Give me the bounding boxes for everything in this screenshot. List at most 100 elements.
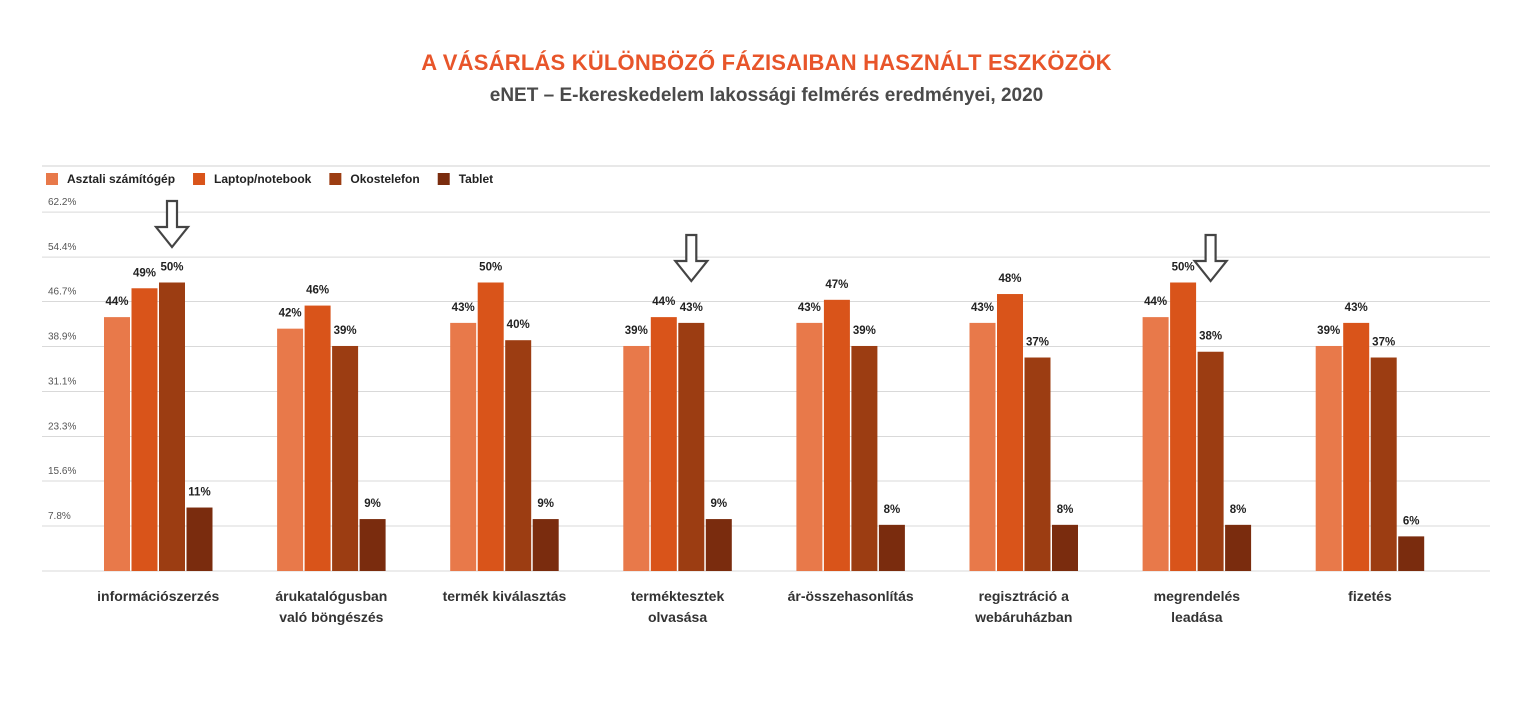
bar — [359, 519, 386, 571]
bar — [104, 317, 130, 571]
value-label: 39% — [1317, 325, 1340, 337]
value-label: 8% — [1230, 504, 1247, 516]
value-label: 39% — [625, 325, 648, 337]
value-label: 8% — [1057, 504, 1074, 516]
bar — [1315, 345, 1342, 571]
bar — [505, 340, 532, 571]
bar — [851, 345, 878, 571]
value-label: 9% — [710, 498, 727, 510]
bar — [650, 317, 677, 571]
down-arrow-icon — [153, 199, 191, 249]
category-label: terméktesztek — [631, 588, 725, 604]
bar — [705, 519, 732, 571]
value-labels-layer: 44% 49% 50% 11% 42% 46% 39% 9% 43% 50% 40% 9% 39% 44%… — [105, 262, 1419, 528]
down-arrow-icon — [673, 233, 710, 283]
bar — [1142, 317, 1169, 571]
value-label: 9% — [364, 498, 381, 510]
bar — [823, 299, 850, 571]
category-labels-layer: információszerzés árukatalógusban való bön… — [97, 588, 1392, 625]
value-label: 42% — [279, 308, 302, 320]
chart-subtitle: eNET – E-kereskedelem lakossági felmérés… — [489, 85, 1044, 106]
category-label: ár-összehasonlítás — [788, 588, 914, 604]
value-label: 43% — [680, 302, 703, 314]
category-label: való böngészés — [279, 609, 383, 625]
bar — [1370, 357, 1397, 571]
value-label: 46% — [306, 285, 329, 297]
bar — [186, 507, 213, 571]
legend-label: Laptop/notebook — [214, 172, 312, 186]
value-label: 50% — [160, 262, 183, 274]
value-label: 43% — [798, 302, 821, 314]
value-label: 43% — [452, 302, 475, 314]
value-label: 40% — [507, 319, 530, 331]
bar — [1225, 524, 1252, 571]
chart-title: A VÁSÁRLÁS KÜLÖNBÖZŐ FÁZISAIBAN HASZNÁLT… — [421, 50, 1112, 75]
bar — [1197, 351, 1224, 571]
arrow-markers-layer — [153, 199, 1229, 283]
bar — [477, 282, 504, 571]
category-label: fizetés — [1348, 588, 1392, 604]
value-label: 6% — [1403, 515, 1420, 527]
value-label: 38% — [1199, 331, 1222, 343]
bar — [796, 322, 823, 571]
value-label: 50% — [1172, 262, 1195, 274]
bar — [1343, 322, 1370, 571]
legend-label: Okostelefon — [350, 172, 419, 186]
bar — [332, 345, 359, 571]
category-label: árukatalógusban — [275, 588, 387, 604]
legend-swatch — [46, 173, 58, 185]
value-label: 49% — [133, 267, 156, 279]
y-tick-label: 46.7% — [48, 287, 76, 298]
bar — [159, 282, 185, 571]
y-tick-label: 38.9% — [48, 332, 76, 343]
y-tick-label: 15.6% — [48, 466, 76, 477]
value-label: 9% — [537, 498, 554, 510]
value-label: 48% — [998, 273, 1021, 285]
bar — [623, 345, 650, 571]
value-label: 39% — [853, 325, 876, 337]
bar — [969, 322, 996, 571]
legend-label: Tablet — [459, 172, 493, 186]
legend: Asztali számítógép Laptop/notebook Okostel… — [46, 172, 493, 186]
value-label: 8% — [884, 504, 901, 516]
bar — [532, 519, 559, 571]
bar — [1024, 357, 1051, 571]
value-label: 37% — [1372, 337, 1395, 349]
value-label: 44% — [652, 296, 675, 308]
y-tick-label: 7.8% — [48, 511, 71, 522]
bar — [131, 288, 158, 571]
bar — [1052, 524, 1078, 571]
legend-label: Asztali számítógép — [67, 172, 175, 186]
category-label: regisztráció a — [979, 588, 1069, 604]
category-label: információszerzés — [97, 588, 219, 604]
value-label: 47% — [825, 279, 848, 291]
bar — [1170, 282, 1197, 571]
y-tick-label: 54.4% — [48, 242, 76, 253]
value-label: 11% — [188, 487, 210, 499]
grid-layer: 7.8% 15.6% 23.3% 31.1% 38.9% 46.7% 54.4% 62.2% — [42, 165, 1490, 572]
value-label: 44% — [105, 296, 128, 308]
legend-swatch — [193, 173, 206, 185]
value-label: 43% — [971, 302, 994, 314]
value-label: 44% — [1144, 296, 1167, 308]
bar — [878, 524, 905, 571]
value-label: 43% — [1345, 302, 1368, 314]
bar — [277, 328, 304, 571]
y-tick-label: 31.1% — [48, 377, 76, 388]
bar — [304, 305, 331, 571]
bar — [450, 322, 477, 571]
category-label: termék kiválasztás — [443, 588, 567, 604]
bar — [997, 294, 1023, 571]
down-arrow-icon — [1192, 233, 1229, 283]
bar — [678, 322, 705, 571]
value-label: 50% — [479, 262, 502, 274]
category-label: olvasása — [648, 609, 707, 625]
bars-layer — [104, 282, 1425, 571]
value-label: 39% — [334, 325, 357, 337]
category-label: megrendelés — [1154, 588, 1241, 604]
category-label: webáruházban — [974, 609, 1072, 625]
legend-swatch — [329, 173, 342, 185]
y-tick-label: 62.2% — [48, 197, 76, 208]
legend-swatch — [437, 173, 450, 185]
